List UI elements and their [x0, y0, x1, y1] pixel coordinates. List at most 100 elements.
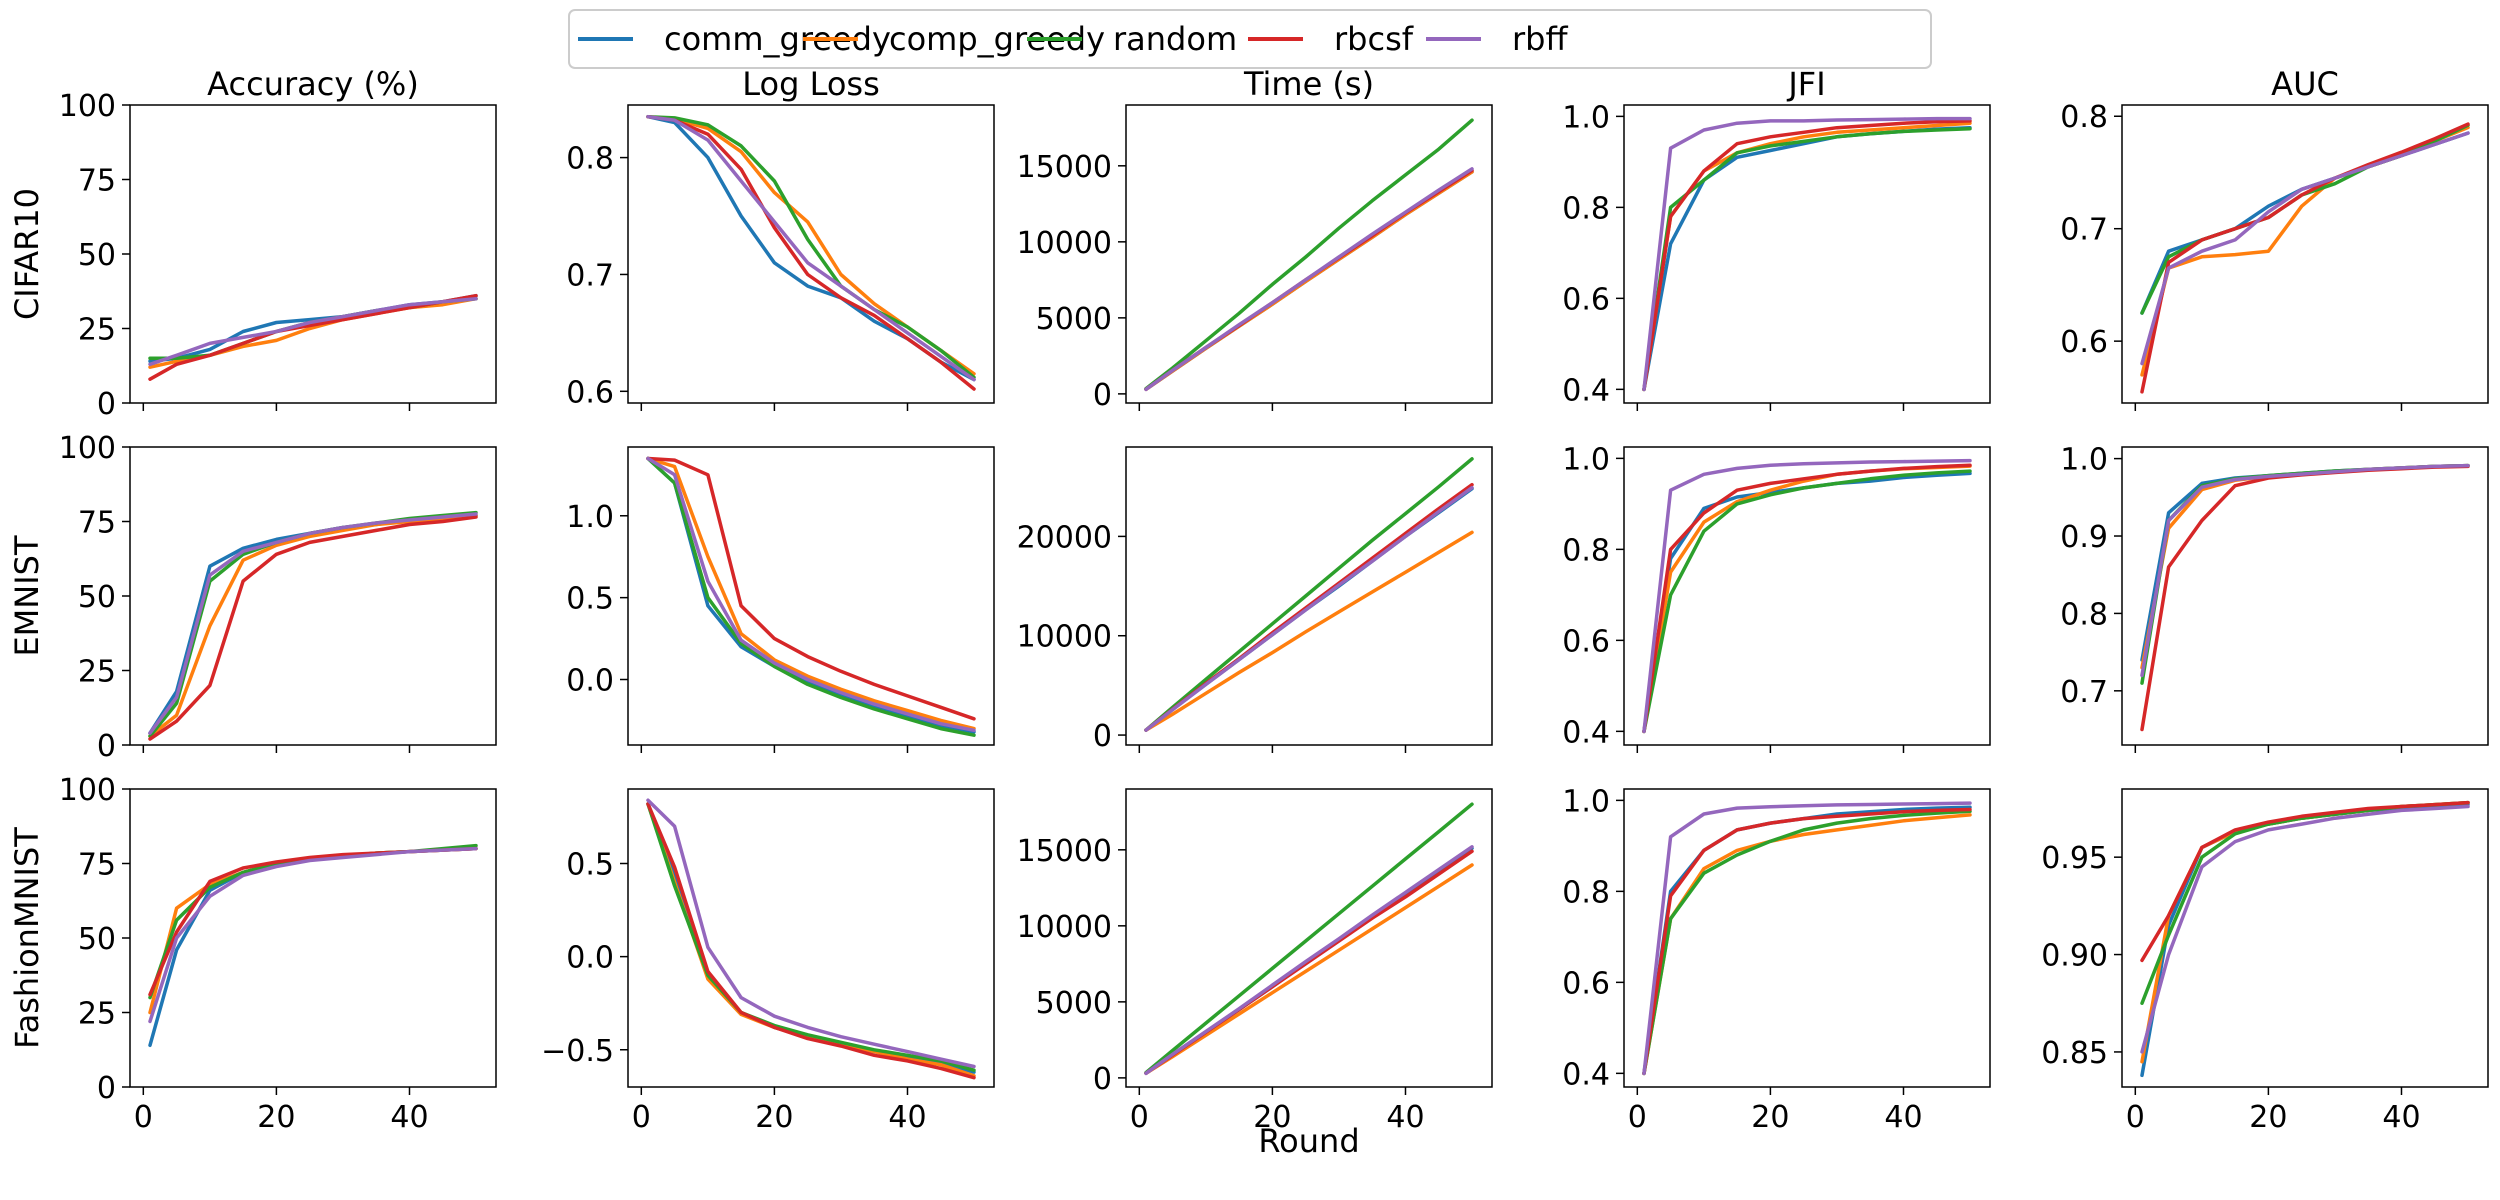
series-line-rbff: [646, 114, 976, 382]
y-tick-label: 0.6: [1562, 966, 1610, 1001]
y-tick-label: 0.8: [1562, 191, 1610, 226]
y-tick-label: 1.0: [566, 500, 614, 535]
subplot-emnist-jfi: 0.4 0.6 0.8 1.0: [1562, 442, 1991, 753]
series-line-random: [1642, 469, 1972, 734]
y-tick-label: 0.8: [2060, 100, 2108, 135]
y-tick-label: 0.4: [1562, 715, 1610, 750]
x-tick-label: 0: [134, 1100, 153, 1135]
x-tick-label: 20: [755, 1100, 793, 1135]
y-tick-label: 0.95: [2041, 841, 2108, 876]
y-tick-label: 10000: [1017, 620, 1112, 655]
series-line-random: [1642, 126, 1972, 392]
column-title-auc: AUC: [2271, 65, 2339, 103]
x-tick-label: 0: [1628, 1100, 1647, 1135]
series-line-random: [646, 456, 976, 737]
series-line-rbcsf: [2140, 122, 2470, 394]
y-tick-label: 0.5: [566, 582, 614, 617]
series-line-rbff: [2140, 131, 2470, 366]
axes-frame: [1623, 104, 1991, 404]
y-tick-label: −0.5: [541, 1034, 614, 1069]
y-tick-label: 0.0: [566, 941, 614, 976]
subplot-cifar10-accuracy: Accuracy (%) CIFAR10 0 25 50 75 100: [8, 65, 497, 422]
series-line-rbff: [148, 846, 478, 1024]
column-title-time-s: Time (s): [1243, 65, 1374, 103]
y-tick-label: 20000: [1017, 520, 1112, 555]
series-line-comp-greedy: [646, 456, 976, 731]
axes-frame: [2121, 788, 2489, 1088]
axes-frame: [1623, 446, 1991, 746]
series-line-comp-greedy: [2140, 125, 2470, 377]
y-tick-label: 1.0: [1562, 442, 1610, 477]
y-tick-label: 50: [78, 922, 116, 957]
column-title-jfi: JFI: [1786, 65, 1825, 103]
subplot-grid: Accuracy (%) CIFAR10 0 25 50 75 100 Log Loss 0.6…: [8, 65, 2489, 1135]
y-tick-label: 15000: [1017, 150, 1112, 185]
y-tick-label: 0.9: [2060, 520, 2108, 555]
subplot-cifar10-auc: AUC 0.6 0.7 0.8: [2060, 65, 2489, 411]
y-tick-label: 0.4: [1562, 1057, 1610, 1092]
series-line-comp-greedy: [1642, 813, 1972, 1076]
series-line-rbff: [2140, 463, 2470, 678]
y-tick-label: 0.90: [2041, 939, 2108, 974]
series-line-rbff: [1144, 845, 1474, 1076]
series-line-random: [646, 802, 976, 1072]
series-line-rbcsf: [646, 114, 976, 391]
y-tick-label: 0: [97, 387, 116, 422]
subplot-fashionmnist-log-loss: −0.5 0.0 0.5 0 20 40: [541, 788, 995, 1135]
y-tick-label: 100: [59, 89, 116, 124]
y-tick-label: 75: [78, 506, 116, 541]
series-line-rbff: [1642, 801, 1972, 1076]
axes-frame: [627, 446, 995, 746]
series-line-rbcsf: [646, 456, 976, 721]
y-tick-label: 1.0: [2060, 443, 2108, 478]
series-line-rbcsf: [2140, 464, 2470, 732]
y-tick-label: 0.85: [2041, 1036, 2108, 1071]
series-line-comm-greedy: [148, 846, 478, 1048]
y-tick-label: 0.6: [566, 375, 614, 410]
series-line-comm-greedy: [1642, 471, 1972, 734]
y-tick-label: 0: [97, 1071, 116, 1106]
y-tick-label: 1.0: [1562, 784, 1610, 819]
x-tick-label: 40: [888, 1100, 926, 1135]
y-tick-label: 0.6: [1562, 282, 1610, 317]
axes-frame: [627, 788, 995, 1088]
x-tick-label: 20: [257, 1100, 295, 1135]
series-line-comm-greedy: [1642, 805, 1972, 1076]
column-title-accuracy: Accuracy (%): [207, 65, 419, 103]
series-line-random: [2140, 800, 2470, 1005]
y-tick-label: 0.6: [1562, 624, 1610, 659]
series-line-rbcsf: [2140, 800, 2470, 963]
series-line-random: [1144, 457, 1474, 732]
y-tick-label: 0: [1093, 719, 1112, 754]
y-tick-label: 0.8: [1562, 875, 1610, 910]
y-tick-label: 0.4: [1562, 373, 1610, 408]
series-line-comm-greedy: [2140, 131, 2470, 315]
axes-frame: [627, 104, 995, 404]
series-line-rbcsf: [1642, 119, 1972, 392]
x-tick-label: 40: [1884, 1100, 1922, 1135]
axes-frame: [1125, 446, 1493, 746]
y-tick-label: 0.6: [2060, 325, 2108, 360]
series-line-comm-greedy: [1642, 125, 1972, 392]
y-tick-label: 75: [78, 848, 116, 883]
row-label-emnist: EMNIST: [8, 535, 46, 657]
series-line-comp-greedy: [2140, 800, 2470, 1064]
legend-label-random: random: [1113, 20, 1237, 58]
x-tick-label: 40: [2382, 1100, 2420, 1135]
x-tick-label: 0: [1130, 1100, 1149, 1135]
legend-entry-rbff: rbff: [1426, 20, 1568, 58]
axes-frame: [1623, 788, 1991, 1088]
subplot-emnist-log-loss: 0.0 0.5 1.0: [566, 446, 995, 753]
y-tick-label: 0.5: [566, 848, 614, 883]
x-tick-label: 40: [390, 1100, 428, 1135]
column-title-log-loss: Log Loss: [742, 65, 880, 103]
series-line-random: [2140, 123, 2470, 315]
series-line-comp-greedy: [1144, 863, 1474, 1076]
y-tick-label: 0.8: [566, 142, 614, 177]
y-tick-label: 50: [78, 580, 116, 615]
axes-frame: [2121, 104, 2489, 404]
series-line-rbcsf: [148, 515, 478, 741]
axes-frame: [1125, 104, 1493, 404]
y-tick-label: 5000: [1036, 986, 1112, 1021]
